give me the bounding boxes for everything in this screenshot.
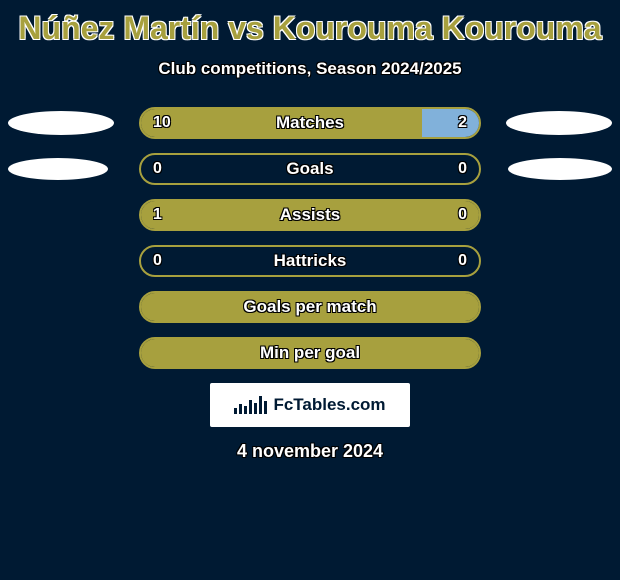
stat-bar: Hattricks00 [139,245,481,277]
bar-mid [141,155,479,183]
bar-left-fill [141,339,479,367]
bar-left-fill [141,293,479,321]
bar-left-fill [141,201,479,229]
stat-row: Matches102 [0,107,620,139]
logo-text: FcTables.com [273,395,385,415]
player-left-badge [8,158,108,180]
stat-row: Min per goal [0,337,620,369]
subtitle: Club competitions, Season 2024/2025 [0,59,620,79]
stat-bar: Goals per match [139,291,481,323]
stat-bar: Matches102 [139,107,481,139]
player-right-badge [506,111,612,135]
stat-row: Goals per match [0,291,620,323]
comparison-card: Núñez Martín vs Kourouma Kourouma Club c… [0,0,620,462]
player-right-badge [508,158,612,180]
page-title: Núñez Martín vs Kourouma Kourouma [0,10,620,47]
player-left-badge [8,111,114,135]
stat-bar: Min per goal [139,337,481,369]
bar-mid [141,247,479,275]
stat-row: Hattricks00 [0,245,620,277]
bar-right-fill [422,109,479,137]
logo-bars-icon [234,396,267,414]
site-logo[interactable]: FcTables.com [210,383,410,427]
stat-bar: Goals00 [139,153,481,185]
footer-date: 4 november 2024 [0,441,620,462]
stat-rows: Matches102 Goals00 Assists10 Hattricks00 Goa… [0,107,620,369]
stat-row: Assists10 [0,199,620,231]
stat-bar: Assists10 [139,199,481,231]
bar-left-fill [141,109,422,137]
stat-row: Goals00 [0,153,620,185]
